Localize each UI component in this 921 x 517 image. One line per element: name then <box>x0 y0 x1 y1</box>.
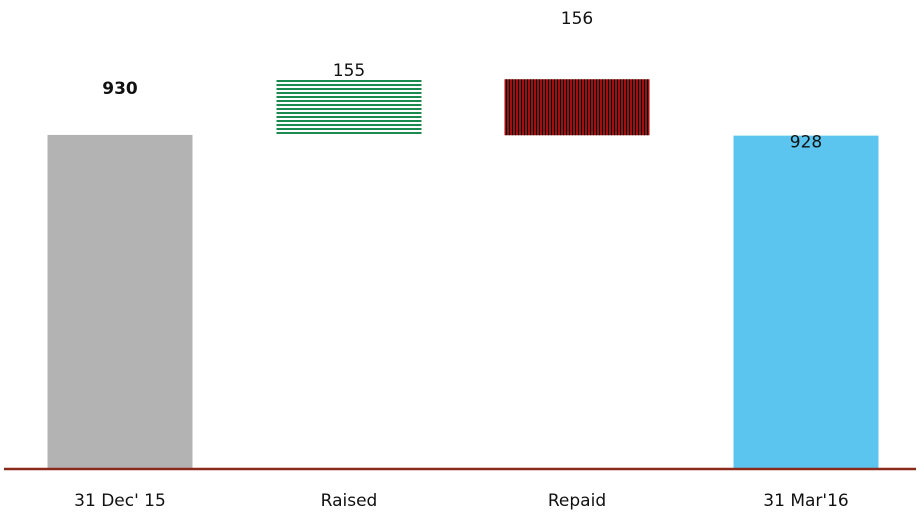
category-label-repaid: Repaid <box>548 491 606 511</box>
data-label-group: 930 155 156 928 <box>102 9 822 152</box>
bar-group <box>47 79 879 469</box>
data-label-31-dec-15: 930 <box>102 79 138 99</box>
bar-31-dec-15 <box>47 134 193 469</box>
category-label-31-mar-16: 31 Mar'16 <box>763 491 848 511</box>
category-label-31-dec-15: 31 Dec' 15 <box>74 491 166 511</box>
data-label-31-mar-16: 928 <box>790 133 822 153</box>
category-label-group: 31 Dec' 15 Raised Repaid 31 Mar'16 <box>74 491 849 511</box>
data-label-raised: 155 <box>333 61 365 81</box>
category-label-raised: Raised <box>321 491 378 511</box>
data-label-repaid: 156 <box>561 9 593 29</box>
bar-31-mar-16 <box>733 135 879 469</box>
bar-repaid <box>504 79 650 136</box>
bar-raised <box>276 79 422 135</box>
